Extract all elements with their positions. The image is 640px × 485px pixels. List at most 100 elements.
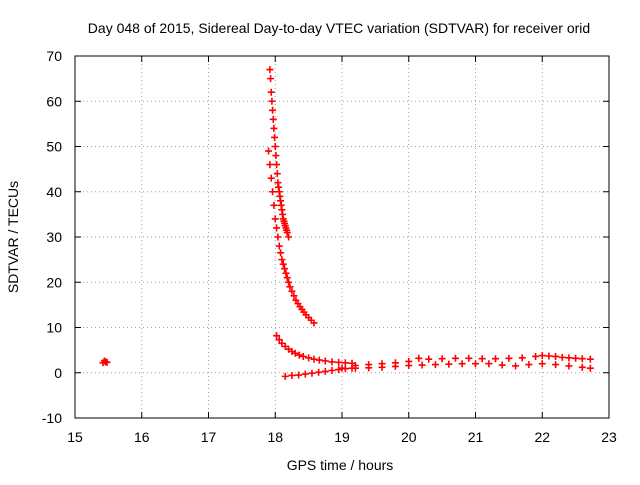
- data-point: [565, 354, 573, 362]
- data-point: [269, 188, 277, 196]
- data-point: [472, 360, 479, 368]
- data-point: [445, 360, 453, 368]
- data-point: [586, 355, 594, 363]
- data-point: [275, 336, 283, 344]
- data-point: [275, 242, 283, 250]
- x-tick-label: 23: [601, 429, 617, 445]
- data-point: [586, 364, 594, 372]
- data-point: [458, 360, 466, 368]
- data-point: [295, 351, 303, 359]
- data-points-layer: [99, 66, 594, 380]
- data-point: [273, 332, 281, 340]
- data-point: [341, 359, 349, 367]
- series-steep-upper: [266, 66, 293, 241]
- series-decay: [273, 332, 356, 367]
- y-tick-label: 60: [46, 93, 62, 109]
- data-point: [338, 364, 346, 372]
- data-point: [286, 283, 294, 291]
- x-tick-label: 20: [401, 429, 417, 445]
- data-point: [545, 352, 553, 360]
- data-point: [315, 368, 323, 376]
- data-point: [291, 349, 299, 357]
- data-point: [451, 354, 459, 362]
- data-point: [283, 228, 291, 236]
- x-tick-label: 16: [134, 429, 150, 445]
- data-point: [267, 88, 275, 96]
- data-point: [538, 360, 546, 368]
- data-point: [285, 233, 293, 241]
- data-point: [273, 161, 281, 169]
- data-point: [267, 75, 275, 83]
- data-point: [273, 170, 281, 178]
- series-steep-lower: [265, 147, 318, 327]
- data-point: [271, 133, 279, 141]
- data-point: [328, 366, 336, 374]
- data-point: [268, 97, 276, 105]
- y-tick-label: 20: [46, 274, 62, 290]
- data-point: [578, 355, 586, 363]
- y-tick-label: 70: [46, 48, 62, 64]
- data-point: [391, 359, 399, 367]
- y-tick-label: -10: [42, 410, 62, 426]
- data-point: [281, 265, 289, 273]
- data-point: [308, 369, 316, 377]
- grid-layer: [75, 56, 609, 418]
- data-point: [525, 361, 533, 369]
- data-point: [431, 361, 439, 369]
- data-point: [498, 361, 506, 369]
- data-point: [478, 355, 486, 363]
- y-tick-label: 40: [46, 184, 62, 200]
- data-point: [335, 358, 343, 366]
- data-point: [277, 249, 285, 257]
- data-point: [310, 355, 318, 363]
- data-point: [266, 161, 274, 169]
- data-point: [335, 366, 343, 374]
- data-point: [305, 354, 313, 362]
- x-tick-label: 15: [67, 429, 83, 445]
- data-point: [578, 363, 586, 371]
- data-point: [552, 361, 560, 369]
- y-tick-label: 0: [54, 365, 62, 381]
- data-point: [512, 362, 520, 370]
- data-point: [315, 356, 323, 364]
- data-point: [279, 260, 287, 268]
- data-point: [270, 124, 278, 132]
- data-point: [465, 354, 473, 362]
- data-point: [266, 66, 274, 74]
- x-tick-label: 19: [334, 429, 350, 445]
- data-point: [299, 352, 307, 360]
- data-point: [301, 370, 309, 378]
- data-point: [271, 215, 279, 223]
- data-point: [492, 355, 500, 363]
- x-tick-label: 17: [201, 429, 217, 445]
- data-point: [103, 358, 111, 366]
- data-point: [425, 355, 433, 363]
- x-tick-label: 18: [267, 429, 283, 445]
- data-point: [505, 354, 513, 362]
- data-point: [558, 353, 566, 361]
- data-point: [310, 319, 318, 327]
- data-point: [290, 292, 298, 300]
- data-point: [295, 371, 303, 379]
- data-point: [278, 256, 286, 264]
- series-baseline-upper: [351, 352, 594, 370]
- data-point: [271, 143, 279, 150]
- data-point: [278, 339, 286, 347]
- data-point: [281, 372, 289, 380]
- data-point: [328, 358, 336, 366]
- data-point: [405, 357, 413, 365]
- series-baseline-lower: [338, 360, 594, 372]
- data-point: [378, 360, 386, 368]
- x-tick-label: 22: [534, 429, 550, 445]
- data-point: [283, 274, 291, 282]
- data-point: [321, 367, 329, 375]
- data-point: [532, 352, 540, 360]
- data-point: [552, 352, 560, 360]
- data-point: [288, 371, 296, 379]
- y-tick-label: 10: [46, 320, 62, 336]
- x-tick-label: 21: [468, 429, 484, 445]
- data-point: [282, 269, 290, 277]
- data-point: [438, 355, 446, 363]
